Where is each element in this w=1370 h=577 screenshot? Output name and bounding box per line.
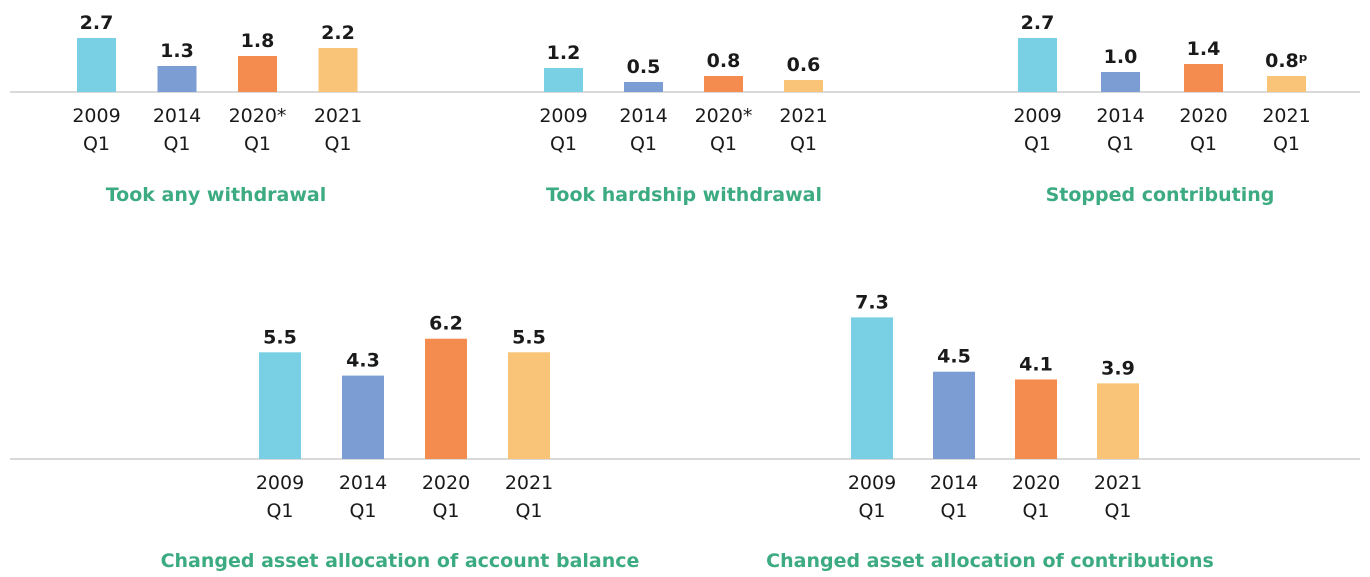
data-label: 2.7: [80, 12, 114, 34]
data-label: 0.6: [787, 54, 821, 76]
data-label: 5.5: [263, 326, 297, 348]
tick-label-quarter: Q1: [710, 133, 737, 155]
data-label: 2.7: [1021, 12, 1055, 34]
tick-label-year: 2021: [1262, 105, 1310, 127]
tick-label-year: 2020: [422, 472, 470, 494]
tick-label-quarter: Q1: [550, 133, 577, 155]
tick-label-year: 2014: [619, 105, 667, 127]
bar: [1097, 383, 1139, 459]
tick-label-year: 2014: [339, 472, 387, 494]
bar: [157, 66, 197, 92]
tick-label-quarter: Q1: [1273, 133, 1300, 155]
chart-title: Stopped contributing: [1046, 184, 1275, 206]
tick-label-quarter: Q1: [432, 500, 459, 522]
data-label: 1.0: [1104, 46, 1138, 68]
data-label: 6.2: [429, 313, 463, 335]
tick-label-year: 2014: [1096, 105, 1144, 127]
tick-label-quarter: Q1: [1024, 133, 1051, 155]
bar: [784, 80, 823, 92]
tick-label-year: 2014: [930, 472, 978, 494]
data-label: 4.5: [937, 346, 971, 368]
bar: [508, 352, 550, 459]
chart-3: 2.7 2009 Q1 1.0 2014 Q1 1.4 2020 Q1 0.8ᵖ 2021 Q1 Sto…: [1013, 12, 1310, 206]
tick-label-quarter: Q1: [83, 133, 110, 155]
data-label: 1.3: [160, 40, 194, 62]
tick-label-year: 2009: [72, 105, 120, 127]
tick-label-quarter: Q1: [1022, 500, 1049, 522]
bar: [259, 352, 301, 459]
tick-label-quarter: Q1: [163, 133, 190, 155]
data-label: 0.8ᵖ: [1265, 50, 1308, 72]
tick-label-quarter: Q1: [940, 500, 967, 522]
bar: [544, 68, 583, 92]
data-label: 4.1: [1019, 353, 1053, 375]
chart-title: Changed asset allocation of contribution…: [766, 550, 1214, 572]
chart-5: 7.3 2009 Q1 4.5 2014 Q1 4.1 2020 Q1 3.9 2021 Q1 Chan…: [766, 291, 1214, 572]
bar: [624, 82, 663, 92]
bar: [342, 375, 384, 459]
bar: [238, 56, 277, 92]
bar: [1015, 379, 1057, 459]
tick-label-year: 2021: [314, 105, 362, 127]
bar: [933, 371, 975, 459]
data-label: 1.8: [241, 30, 275, 52]
data-label: 2.2: [321, 22, 355, 44]
bar: [704, 76, 743, 92]
tick-label-quarter: Q1: [858, 500, 885, 522]
chart-4: 5.5 2009 Q1 4.3 2014 Q1 6.2 2020 Q1 5.5 2021 Q1 Chan…: [161, 313, 640, 572]
tick-label-quarter: Q1: [324, 133, 351, 155]
tick-label-year: 2009: [848, 472, 896, 494]
tick-label-year: 2020*: [695, 105, 753, 127]
tick-label-year: 2009: [256, 472, 304, 494]
data-label: 4.3: [346, 350, 380, 372]
data-label: 5.5: [512, 326, 546, 348]
bar: [1018, 38, 1057, 92]
bar: [425, 338, 467, 459]
tick-label-quarter: Q1: [349, 500, 376, 522]
data-label: 0.5: [627, 56, 661, 78]
tick-label-quarter: Q1: [630, 133, 657, 155]
bar: [77, 38, 116, 92]
tick-label-year: 2021: [1094, 472, 1142, 494]
data-label: 0.8: [707, 50, 741, 72]
tick-label-quarter: Q1: [790, 133, 817, 155]
chart-2: 1.2 2009 Q1 0.5 2014 Q1 0.8 2020* Q1 0.6 2021 Q1 Too…: [539, 42, 827, 206]
tick-label-quarter: Q1: [1107, 133, 1134, 155]
tick-label-year: 2009: [539, 105, 587, 127]
data-label: 7.3: [855, 291, 889, 313]
tick-label-year: 2014: [153, 105, 201, 127]
tick-label-year: 2021: [779, 105, 827, 127]
chart-title: Changed asset allocation of account bala…: [161, 550, 640, 572]
data-label: 1.4: [1187, 38, 1221, 60]
tick-label-quarter: Q1: [266, 500, 293, 522]
tick-label-quarter: Q1: [1190, 133, 1217, 155]
bar: [1184, 64, 1223, 92]
bar: [851, 317, 893, 459]
tick-label-year: 2020*: [229, 105, 287, 127]
tick-label-year: 2021: [505, 472, 553, 494]
bar: [318, 48, 358, 92]
tick-label-quarter: Q1: [244, 133, 271, 155]
chart-title: Took any withdrawal: [106, 184, 327, 206]
bar: [1101, 72, 1140, 92]
chart-1: 2.7 2009 Q1 1.3 2014 Q1 1.8 2020* Q1 2.2 2021 Q1 Too…: [72, 12, 362, 206]
data-label: 1.2: [547, 42, 581, 64]
tick-label-year: 2009: [1013, 105, 1061, 127]
tick-label-quarter: Q1: [1104, 500, 1131, 522]
tick-label-quarter: Q1: [515, 500, 542, 522]
tick-label-year: 2020: [1012, 472, 1060, 494]
bar: [1267, 76, 1306, 92]
chart-title: Took hardship withdrawal: [546, 184, 822, 206]
tick-label-year: 2020: [1179, 105, 1227, 127]
data-label: 3.9: [1101, 357, 1135, 379]
